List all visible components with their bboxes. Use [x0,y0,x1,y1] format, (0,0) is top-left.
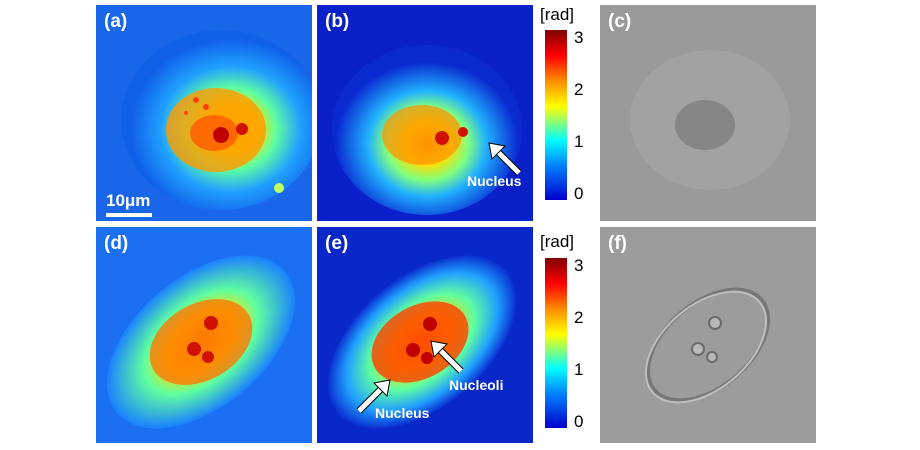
phase-image-b [317,5,533,221]
colorbar-tick: 2 [574,80,584,99]
panel-e: (e) Nucleoli Nucleus [317,227,533,443]
nucleoli-label: Nucleoli [449,377,504,393]
phase-image-e [317,227,533,443]
panel-label-b: (b) [325,11,350,32]
colorbar-tick: 3 [574,256,584,275]
colorbar-tick: 0 [574,184,584,203]
colorbar-tick: 2 [574,308,584,327]
scale-bar [106,213,152,217]
phase-image-d [96,227,312,443]
colorbar-tick: 0 [574,412,584,431]
colorbar-top [545,30,567,200]
arrow-icon [430,340,464,374]
panel-b: (b) Nucleus [317,5,533,221]
phase-image-f [600,227,816,443]
colorbar-tick: 1 [574,360,584,379]
nucleus-label-b: Nucleus [467,173,522,189]
panel-d: (d) [96,227,312,443]
panel-label-f: (f) [608,233,627,254]
panel-label-d: (d) [104,233,129,254]
phase-image-c [600,5,816,221]
panel-label-e: (e) [325,233,349,254]
arrow-icon [488,142,522,176]
panel-label-a: (a) [104,11,128,32]
scale-bar-label: 10μm [106,191,151,210]
panel-label-c: (c) [608,11,632,32]
panel-f: (f) [600,227,816,443]
panel-a: (a) 10μm [96,5,312,221]
colorbar-bottom [545,258,567,428]
panel-c: (c) [600,5,816,221]
colorbar-tick: 1 [574,132,584,151]
colorbar-unit-top: [rad] [540,5,575,24]
phase-image-a [96,5,312,221]
colorbar-unit-bottom: [rad] [540,232,575,251]
colorbar-tick: 3 [574,28,584,47]
arrow-icon [356,379,391,414]
nucleus-label-e: Nucleus [375,405,430,421]
